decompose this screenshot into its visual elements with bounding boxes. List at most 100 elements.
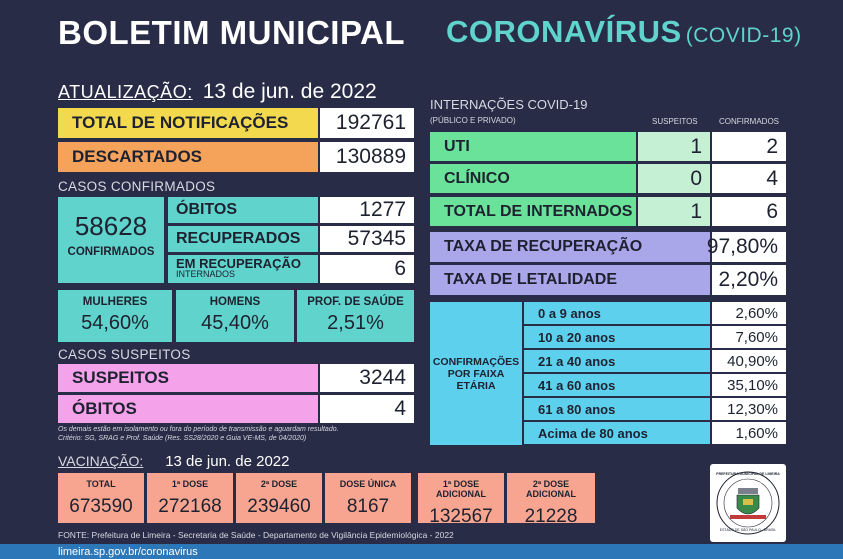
vaccine-dose1-tile: 1ª DOSE 272168 <box>147 473 235 523</box>
age-row-label: 10 a 20 anos <box>524 326 710 348</box>
suspect-deaths-label: ÓBITOS <box>58 395 318 423</box>
age-row: Acima de 80 anos 1,60% <box>524 422 786 444</box>
total-hospitalized-suspects: 1 <box>638 197 710 226</box>
recovering-row: EM RECUPERAÇÃO INTERNADOS 6 <box>168 255 414 283</box>
footer-url[interactable]: limeira.sp.gov.br/coronavirus <box>58 546 198 558</box>
vaccination-date: 13 de jun. de 2022 <box>165 453 290 470</box>
hospital-section-sub: (PÚBLICO E PRIVADO) <box>430 116 516 125</box>
vaccine-dose2-value: 239460 <box>247 496 311 517</box>
confirmed-total-box: 58628 CONFIRMADOS <box>58 197 164 283</box>
vaccine-booster1-tile: 1ª DOSE ADICIONAL 132567 <box>418 473 506 527</box>
men-value: 45,40% <box>201 312 269 334</box>
update-label: ATUALIZAÇÃO: <box>58 82 193 102</box>
age-row-value: 2,60% <box>712 302 786 324</box>
suspects-note-1: Os demais estão em isolamento ou fora do… <box>58 426 339 433</box>
age-row: 61 a 80 anos 12,30% <box>524 398 786 420</box>
recovery-rate-row: TAXA DE RECUPERAÇÃO 97,80% <box>430 232 786 262</box>
update-date: 13 de jun. de 2022 <box>202 80 377 103</box>
total-hospitalized-row: TOTAL DE INTERNADOS 1 6 <box>430 197 786 226</box>
women-tile: MULHERES 54,60% <box>58 290 172 342</box>
page-title: BOLETIM MUNICIPAL <box>58 14 406 51</box>
age-row-label: Acima de 80 anos <box>524 422 710 444</box>
health-workers-label: PROF. DE SAÚDE <box>307 296 404 308</box>
discarded-row: DESCARTADOS 130889 <box>58 142 414 172</box>
vaccine-single-tile: DOSE ÚNICA 8167 <box>325 473 413 523</box>
recovered-value: 57345 <box>320 226 414 252</box>
covid-title: CORONAVÍRUS (COVID-19) <box>446 14 802 50</box>
clinical-label: CLÍNICO <box>430 164 636 193</box>
women-value: 54,60% <box>81 312 149 334</box>
age-row: 0 a 9 anos 2,60% <box>524 302 786 324</box>
update-line: ATUALIZAÇÃO: 13 de jun. de 2022 <box>58 80 377 104</box>
vaccine-total-tile: TOTAL 673590 <box>58 473 146 523</box>
deaths-row: ÓBITOS 1277 <box>168 197 414 223</box>
suspects-value: 3244 <box>320 364 414 392</box>
vaccine-total-label: TOTAL <box>86 479 116 489</box>
suspect-deaths-row: ÓBITOS 4 <box>58 395 414 423</box>
men-label: HOMENS <box>209 296 261 308</box>
col-suspects-header: SUSPEITOS <box>652 117 698 126</box>
vaccination-header: VACINAÇÃO: 13 de jun. de 2022 <box>58 453 289 470</box>
health-workers-value: 2,51% <box>327 312 384 334</box>
total-hospitalized-confirmed: 6 <box>712 197 786 226</box>
age-group-label-box: CONFIRMAÇÕES POR FAIXA ETÁRIA <box>430 302 522 445</box>
lethality-rate-row: TAXA DE LETALIDADE 2,20% <box>430 265 786 295</box>
icu-suspects: 1 <box>638 132 710 161</box>
total-notifications-label: TOTAL DE NOTIFICAÇÕES <box>58 108 318 138</box>
vaccine-single-value: 8167 <box>346 496 390 517</box>
vaccine-dose1-label: 1ª DOSE <box>171 479 209 489</box>
seal-top-text: PREFEITURA MUNICIPAL DE LIMEIRA <box>716 472 780 476</box>
age-row: 21 a 40 anos 40,90% <box>524 350 786 372</box>
recovering-label: EM RECUPERAÇÃO <box>176 256 301 271</box>
total-hospitalized-label: TOTAL DE INTERNADOS <box>430 197 636 226</box>
clinical-suspects: 0 <box>638 164 710 193</box>
age-row-value: 35,10% <box>712 374 786 396</box>
vaccination-label: VACINAÇÃO: <box>58 453 144 469</box>
recovering-value: 6 <box>320 255 414 283</box>
recovered-label: RECUPERADOS <box>168 226 318 252</box>
total-notifications-value: 192761 <box>320 108 414 138</box>
confirmed-section-title: CASOS CONFIRMADOS <box>58 179 216 194</box>
age-row-value: 40,90% <box>712 350 786 372</box>
vaccine-dose2-tile: 2ª DOSE 239460 <box>236 473 324 523</box>
source-note: FONTE: Prefeitura de Limeira - Secretari… <box>58 530 454 540</box>
city-seal: PREFEITURA MUNICIPAL DE LIMEIRA ESTADO D… <box>710 464 786 542</box>
col-confirmed-header: CONFIRMADOS <box>719 117 779 126</box>
seal-bottom-text: ESTADO DE SÃO PAULO - BRASIL <box>719 528 777 532</box>
vaccine-single-label: DOSE ÚNICA <box>339 479 397 489</box>
age-row: 41 a 60 anos 35,10% <box>524 374 786 396</box>
clinical-confirmed: 4 <box>712 164 786 193</box>
deaths-label: ÓBITOS <box>168 197 318 223</box>
hospital-section-title: INTERNAÇÕES COVID-19 <box>430 97 588 112</box>
age-row-label: 21 a 40 anos <box>524 350 710 372</box>
lethality-rate-label: TAXA DE LETALIDADE <box>430 265 710 295</box>
women-label: MULHERES <box>82 296 148 308</box>
coat-of-arms-icon <box>716 471 780 535</box>
suspects-note-2: Critério: SG, SRAG e Prof. Saúde (Res. S… <box>58 435 307 442</box>
icu-confirmed: 2 <box>712 132 786 161</box>
confirmed-total-value: 58628 <box>74 211 148 241</box>
recovered-row: RECUPERADOS 57345 <box>168 226 414 252</box>
discarded-label: DESCARTADOS <box>58 142 318 172</box>
recovering-sublabel: INTERNADOS <box>176 269 236 279</box>
age-row-label: 41 a 60 anos <box>524 374 710 396</box>
total-notifications-row: TOTAL DE NOTIFICAÇÕES 192761 <box>58 108 414 138</box>
age-row: 10 a 20 anos 7,60% <box>524 326 786 348</box>
deaths-value: 1277 <box>320 197 414 223</box>
men-tile: HOMENS 45,40% <box>176 290 294 342</box>
suspect-deaths-value: 4 <box>320 395 414 423</box>
vaccine-booster1-label: 1ª DOSE ADICIONAL <box>436 479 486 499</box>
suspects-row: SUSPEITOS 3244 <box>58 364 414 392</box>
discarded-value: 130889 <box>320 142 414 172</box>
recovery-rate-value: 97,80% <box>707 232 786 262</box>
suspects-label: SUSPEITOS <box>58 364 318 392</box>
recovering-label-box: EM RECUPERAÇÃO INTERNADOS <box>168 255 318 283</box>
age-row-label: 0 a 9 anos <box>524 302 710 324</box>
vaccine-booster2-tile: 2ª DOSE ADICIONAL 21228 <box>507 473 595 527</box>
covid-title-text: CORONAVÍRUS <box>446 14 682 49</box>
clinical-row: CLÍNICO 0 4 <box>430 164 786 193</box>
recovery-rate-label: TAXA DE RECUPERAÇÃO <box>430 232 710 262</box>
age-row-value: 12,30% <box>712 398 786 420</box>
icu-label: UTI <box>430 132 636 161</box>
